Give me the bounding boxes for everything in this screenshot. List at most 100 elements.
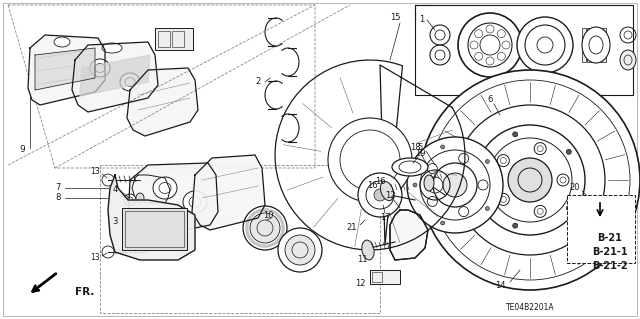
Ellipse shape: [428, 197, 437, 206]
Bar: [597, 28, 601, 62]
Ellipse shape: [497, 193, 509, 205]
Polygon shape: [192, 155, 265, 230]
Text: 2: 2: [255, 78, 260, 86]
Ellipse shape: [424, 175, 434, 191]
Ellipse shape: [578, 208, 602, 228]
Polygon shape: [128, 163, 218, 238]
Ellipse shape: [120, 73, 140, 91]
Ellipse shape: [479, 177, 484, 182]
Ellipse shape: [124, 194, 136, 206]
Text: 16: 16: [374, 177, 385, 187]
Ellipse shape: [420, 70, 640, 290]
Text: B-21-2: B-21-2: [592, 261, 628, 271]
Ellipse shape: [566, 206, 572, 211]
Text: 6: 6: [487, 95, 493, 105]
Ellipse shape: [440, 145, 445, 149]
Ellipse shape: [278, 228, 322, 272]
Text: 14: 14: [495, 280, 505, 290]
Polygon shape: [80, 55, 150, 96]
Ellipse shape: [250, 213, 280, 243]
Text: 7: 7: [55, 183, 61, 192]
Ellipse shape: [420, 150, 490, 220]
Text: 21: 21: [347, 224, 357, 233]
Text: 12: 12: [385, 190, 396, 199]
Ellipse shape: [54, 37, 70, 47]
Text: 11: 11: [356, 256, 367, 264]
Text: 3: 3: [112, 218, 118, 226]
Ellipse shape: [374, 189, 386, 201]
Bar: [370, 270, 400, 284]
Ellipse shape: [475, 125, 585, 235]
Ellipse shape: [508, 158, 552, 202]
Ellipse shape: [534, 205, 546, 217]
Ellipse shape: [485, 160, 490, 164]
Ellipse shape: [243, 206, 287, 250]
Ellipse shape: [90, 59, 110, 77]
Ellipse shape: [459, 207, 468, 217]
Text: 4: 4: [113, 186, 118, 195]
Text: 18: 18: [410, 144, 420, 152]
Ellipse shape: [458, 13, 522, 77]
Bar: [100, 165, 380, 313]
Ellipse shape: [183, 191, 207, 213]
Bar: [125, 211, 184, 247]
Bar: [582, 28, 586, 62]
Ellipse shape: [380, 182, 394, 201]
Ellipse shape: [557, 174, 569, 186]
Ellipse shape: [517, 17, 573, 73]
Bar: [372, 272, 382, 282]
Polygon shape: [28, 35, 105, 105]
Polygon shape: [72, 42, 158, 112]
Bar: [155, 28, 193, 50]
Polygon shape: [127, 68, 198, 136]
Text: B-21-1: B-21-1: [592, 247, 628, 257]
Ellipse shape: [362, 240, 374, 260]
Text: B-21: B-21: [598, 233, 623, 243]
Ellipse shape: [566, 149, 572, 154]
Ellipse shape: [428, 164, 437, 174]
Bar: [172, 31, 184, 47]
Text: 13: 13: [90, 167, 100, 176]
Ellipse shape: [102, 174, 114, 186]
Text: 19: 19: [415, 149, 425, 158]
Bar: [587, 28, 591, 62]
Ellipse shape: [513, 132, 518, 137]
Ellipse shape: [413, 183, 417, 187]
Ellipse shape: [407, 137, 503, 233]
Text: 1: 1: [419, 16, 424, 25]
Text: 13: 13: [90, 254, 100, 263]
Ellipse shape: [468, 23, 512, 67]
Text: 17: 17: [380, 213, 390, 222]
Text: 10: 10: [263, 211, 273, 219]
Text: 12: 12: [355, 278, 365, 287]
Text: 20: 20: [570, 183, 580, 192]
Polygon shape: [108, 175, 195, 260]
Text: 5: 5: [417, 144, 422, 152]
Ellipse shape: [534, 143, 546, 155]
Ellipse shape: [102, 246, 114, 258]
Text: 8: 8: [55, 194, 61, 203]
Ellipse shape: [513, 223, 518, 228]
Text: TE04B2201A: TE04B2201A: [506, 303, 554, 313]
Ellipse shape: [102, 43, 122, 53]
Ellipse shape: [459, 153, 468, 163]
Ellipse shape: [285, 235, 315, 265]
Ellipse shape: [328, 118, 412, 202]
Bar: [415, 5, 633, 95]
Bar: [567, 195, 635, 263]
Text: FR.: FR.: [75, 287, 94, 297]
Ellipse shape: [153, 177, 177, 199]
Ellipse shape: [136, 193, 144, 203]
Bar: [602, 28, 606, 62]
Ellipse shape: [485, 206, 490, 211]
Bar: [158, 31, 170, 47]
Ellipse shape: [392, 158, 428, 176]
Text: 16: 16: [367, 181, 378, 189]
Text: 15: 15: [390, 13, 400, 23]
Polygon shape: [390, 210, 428, 260]
Ellipse shape: [443, 173, 467, 197]
Ellipse shape: [358, 173, 402, 217]
Ellipse shape: [478, 180, 488, 190]
Bar: [122, 208, 187, 250]
Ellipse shape: [582, 27, 610, 63]
